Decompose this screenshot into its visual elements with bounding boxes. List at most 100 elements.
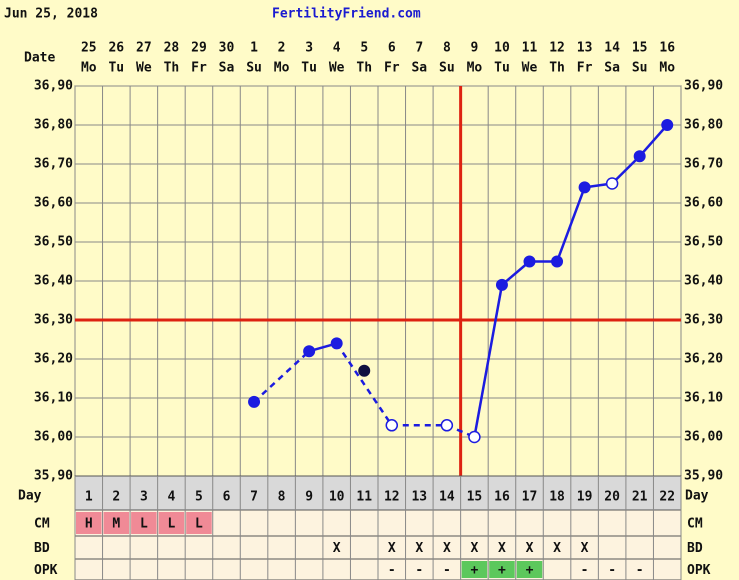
cell-text: L [195, 517, 203, 532]
date-label: 16 [659, 41, 675, 56]
date-label: 25 [81, 41, 97, 56]
y-tick-label: 36,40 [34, 274, 73, 289]
y-tick-label: 36,10 [34, 391, 73, 406]
weekday-label: Su [246, 61, 262, 76]
row-label-right: BD [687, 541, 703, 556]
y-tick-label: 36,80 [34, 118, 73, 133]
day-number: 18 [549, 490, 565, 505]
y-tick-label-right: 35,90 [684, 469, 723, 484]
day-number: 21 [632, 490, 648, 505]
weekday-label: Mo [659, 61, 675, 76]
temp-point [578, 181, 591, 194]
cell-fill [186, 512, 212, 534]
cell-text: X [498, 541, 506, 556]
cell-text: L [167, 517, 175, 532]
temp-point [468, 430, 481, 444]
date-label: 14 [604, 41, 620, 56]
weekday-label: Tu [494, 61, 510, 76]
day-number: 13 [411, 490, 427, 505]
temp-point [551, 255, 564, 268]
date-label: 15 [632, 41, 648, 56]
row-label-right: OPK [687, 563, 711, 578]
day-number: 22 [659, 490, 675, 505]
date-label: 26 [108, 41, 124, 56]
y-tick-label-right: 36,40 [684, 274, 723, 289]
row-label: OPK [34, 563, 58, 578]
cell-text: - [581, 563, 589, 578]
y-tick-label-right: 36,00 [684, 430, 723, 445]
temp-segment [253, 350, 310, 403]
y-tick-label-right: 36,70 [684, 157, 723, 172]
temp-point [358, 364, 371, 377]
y-tick-label: 36,00 [34, 430, 73, 445]
cell-text: + [470, 563, 478, 578]
date-label: 8 [443, 41, 451, 56]
weekday-label: Th [549, 61, 565, 76]
y-tick-label: 36,90 [34, 79, 73, 94]
cell-text: X [526, 541, 534, 556]
y-tick-label-right: 36,30 [684, 313, 723, 328]
weekday-label: Fr [384, 61, 400, 76]
day-number: 1 [85, 490, 93, 505]
day-number: 6 [223, 490, 231, 505]
cell-fill [489, 561, 515, 578]
date-label: 11 [522, 41, 538, 56]
temp-segment [473, 284, 504, 438]
day-number: 9 [305, 490, 313, 505]
day-number: 10 [329, 490, 345, 505]
cell-fill [103, 512, 130, 534]
date-label: 1 [250, 41, 258, 56]
weekday-label: Tu [301, 61, 317, 76]
cell-text: X [388, 541, 396, 556]
day-number: 16 [494, 490, 510, 505]
cell-text: X [415, 541, 423, 556]
cell-text: + [526, 563, 534, 578]
temp-segment [501, 260, 531, 286]
day-number: 11 [356, 490, 372, 505]
y-tick-label: 36,30 [34, 313, 73, 328]
cell-text: X [443, 541, 451, 556]
weekday-label: Su [439, 61, 455, 76]
y-tick-label-right: 36,10 [684, 391, 723, 406]
temp-point [248, 395, 261, 408]
row-label-right: CM [687, 517, 703, 532]
cell-fill [461, 561, 488, 578]
site-name: FertilityFriend.com [272, 7, 421, 22]
cell-fill [76, 512, 102, 534]
cell-text: - [443, 563, 451, 578]
temp-point [523, 255, 536, 268]
y-tick-label-right: 36,90 [684, 79, 723, 94]
date-label: 12 [549, 41, 565, 56]
y-tick-label: 36,20 [34, 352, 73, 367]
weekday-label: Su [632, 61, 648, 76]
weekday-label: Mo [81, 61, 97, 76]
cell-text: X [333, 541, 341, 556]
weekday-label: Sa [219, 61, 235, 76]
temp-point [633, 150, 646, 163]
y-tick-label: 36,50 [34, 235, 73, 250]
cell-text: - [608, 563, 616, 578]
cell-text: X [470, 541, 478, 556]
y-tick-label: 36,70 [34, 157, 73, 172]
date-label: Date [24, 51, 55, 66]
temp-point [495, 278, 508, 291]
day-number: 19 [577, 490, 593, 505]
day-number: 4 [167, 490, 175, 505]
temp-point [440, 419, 454, 432]
temp-segment [638, 124, 669, 158]
day-number: 15 [467, 490, 483, 505]
temp-point [303, 345, 316, 358]
y-tick-label: 36,60 [34, 196, 73, 211]
y-tick-label-right: 36,20 [684, 352, 723, 367]
cell-text: - [388, 563, 396, 578]
cell-text: X [553, 541, 561, 556]
temp-point [385, 419, 399, 432]
y-tick-label: 35,90 [34, 469, 73, 484]
day-number: 7 [250, 490, 258, 505]
date-label: 6 [388, 41, 396, 56]
date-label: 27 [136, 41, 152, 56]
date-label: 4 [333, 41, 341, 56]
cell-text: - [636, 563, 644, 578]
day-number: 8 [278, 490, 286, 505]
